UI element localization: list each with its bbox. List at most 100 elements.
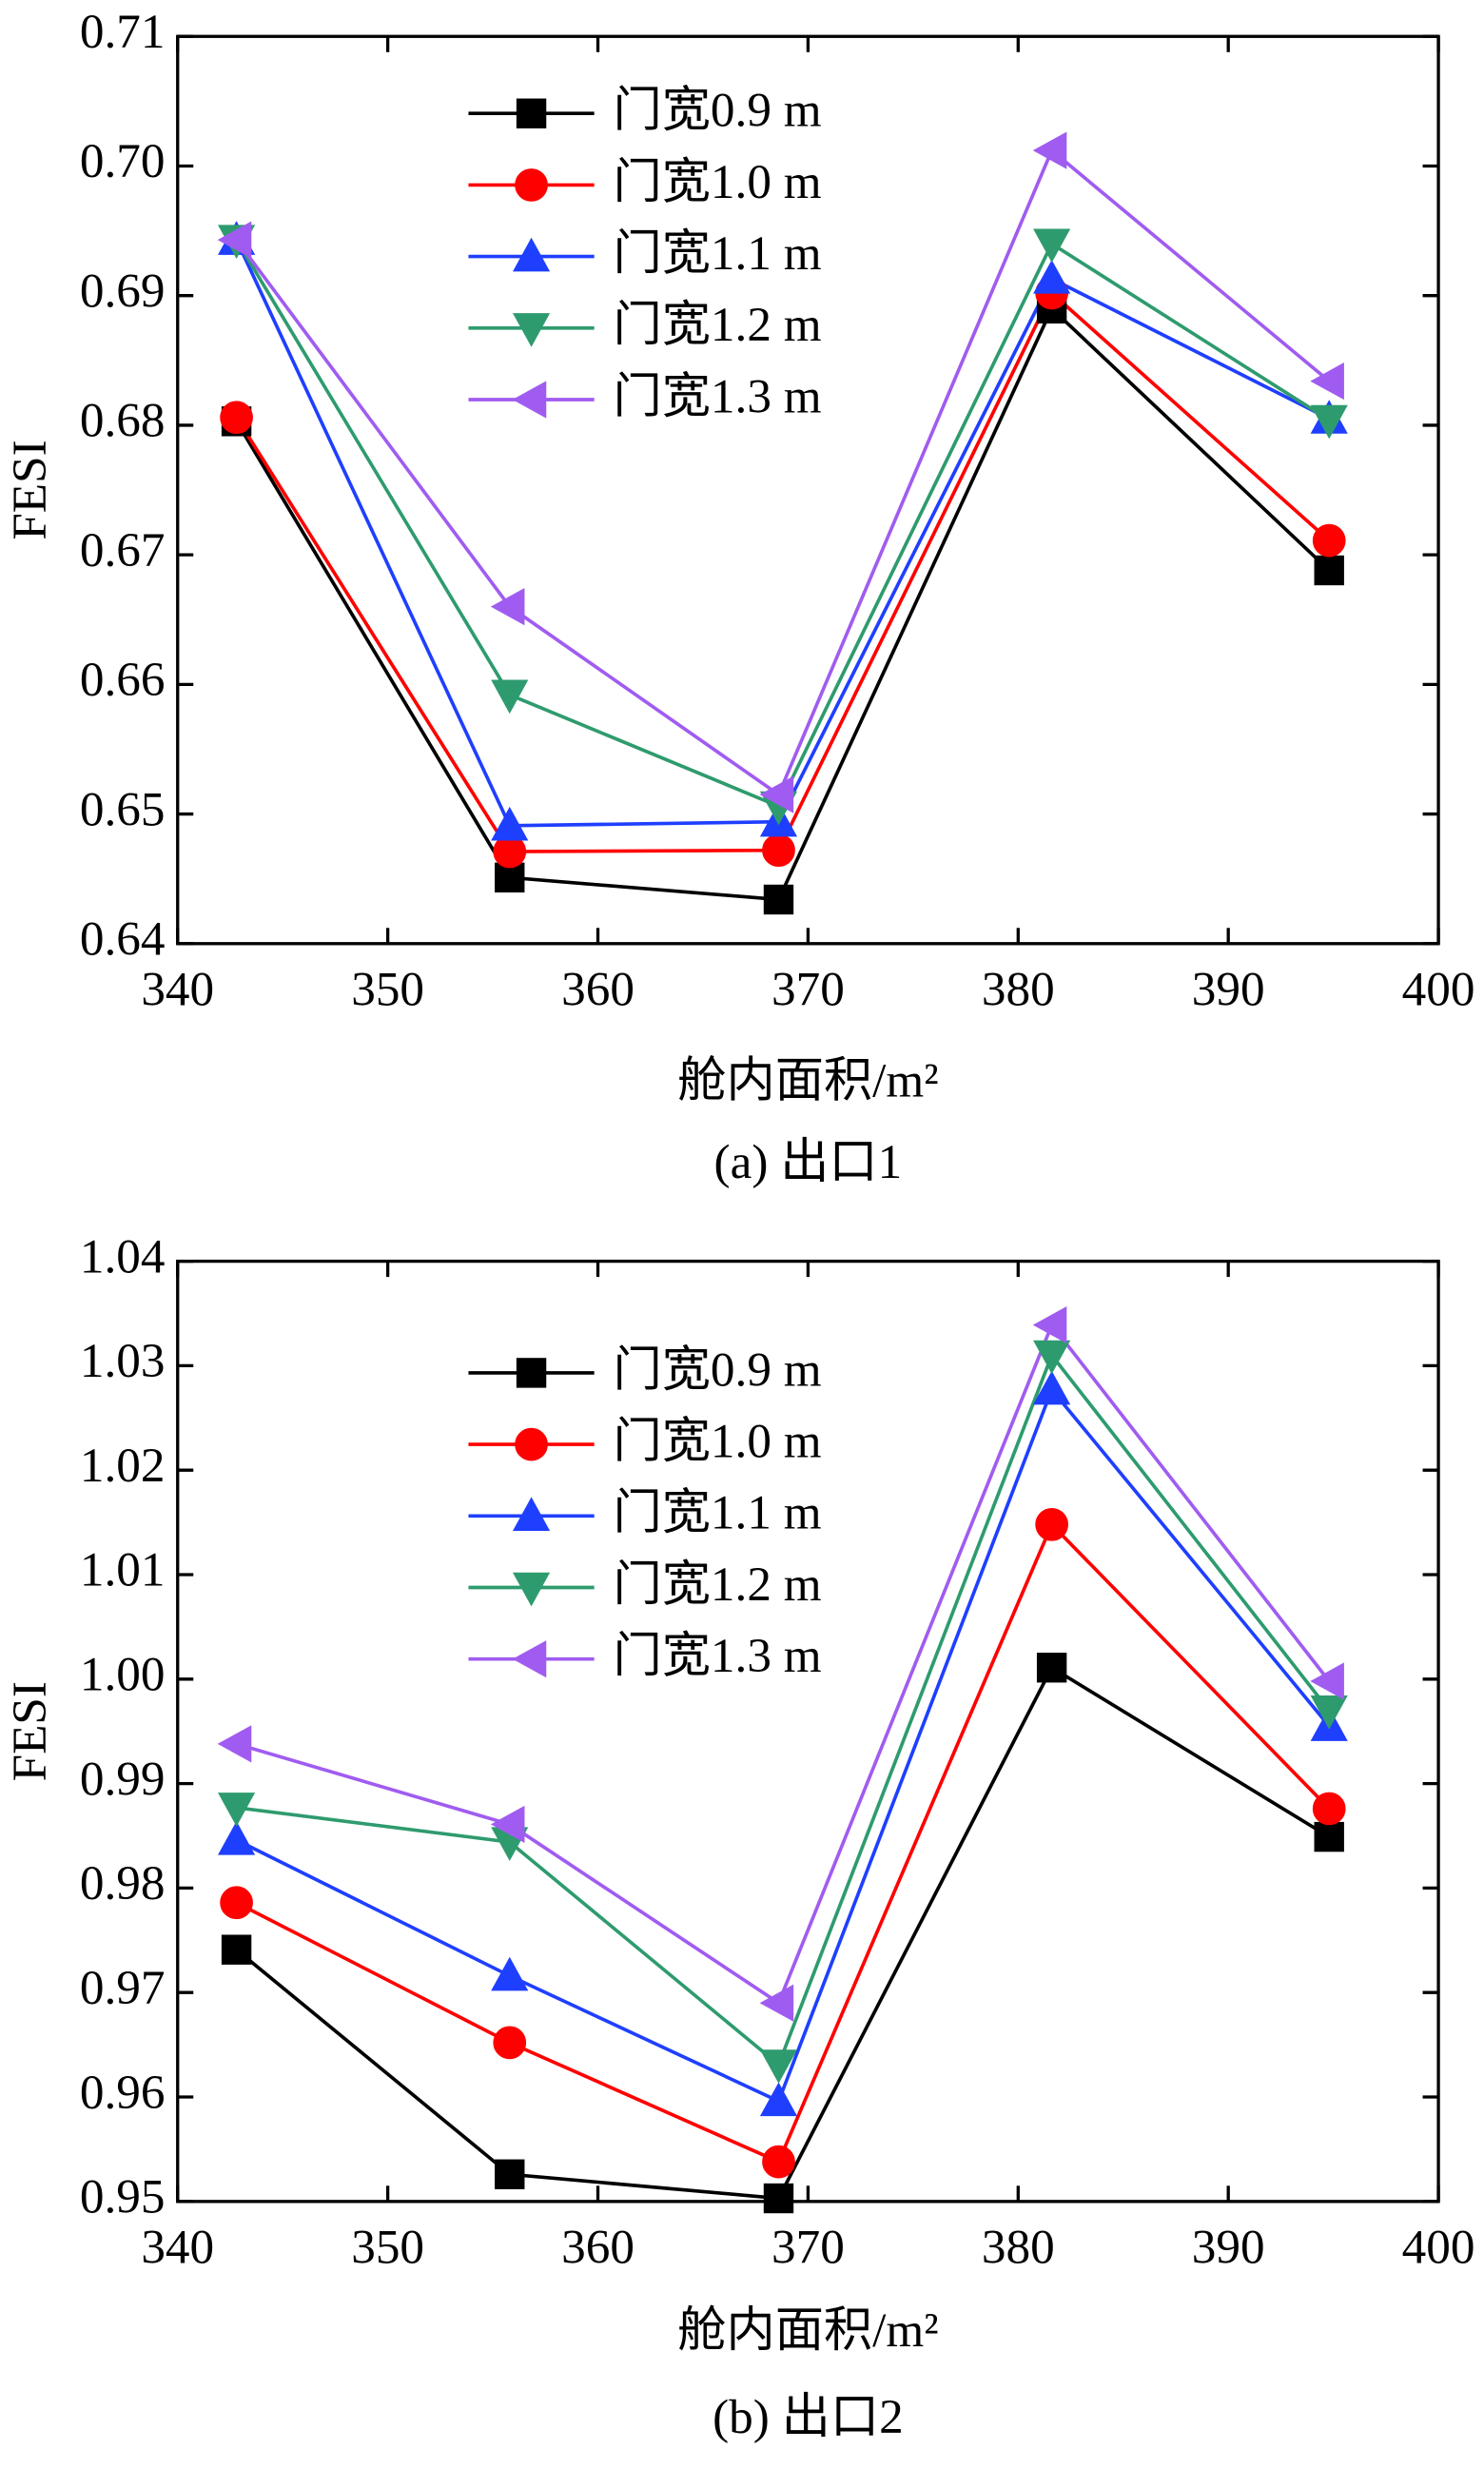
x-tick-label: 390: [1192, 962, 1265, 1016]
y-tick-label: 1.04: [80, 1229, 166, 1283]
marker: [762, 2145, 795, 2179]
chart-title: (a) 出口1: [714, 1135, 903, 1189]
marker: [1312, 523, 1346, 558]
x-axis-label: 舱内面积/m²: [677, 1053, 938, 1107]
plot-frame: [176, 1259, 1440, 2204]
y-tick-label: 0.95: [80, 2170, 166, 2224]
x-tick-label: 350: [351, 962, 424, 1016]
legend-label: 门宽1.0 m: [613, 1415, 821, 1469]
marker: [759, 2082, 798, 2117]
y-tick-label: 1.03: [80, 1334, 166, 1388]
y-tick-label: 0.68: [80, 394, 166, 448]
marker: [1310, 363, 1344, 401]
marker: [217, 221, 252, 259]
legend-label: 门宽1.1 m: [613, 1486, 821, 1540]
legend-marker: [516, 98, 547, 128]
y-tick-label: 0.69: [80, 264, 166, 318]
marker: [491, 1956, 529, 1991]
legend-label: 门宽1.1 m: [613, 226, 821, 281]
marker: [1310, 1695, 1348, 1730]
y-tick-label: 1.02: [80, 1439, 166, 1493]
marker: [220, 1886, 253, 1920]
legend-marker: [512, 237, 551, 272]
marker: [218, 1793, 256, 1827]
x-tick-label: 370: [771, 962, 845, 1016]
marker: [759, 1984, 794, 2022]
marker: [763, 884, 794, 915]
marker: [1035, 1507, 1068, 1541]
x-tick-label: 380: [982, 962, 1055, 1016]
y-tick-label: 1.01: [80, 1543, 166, 1597]
legend-marker: [516, 1358, 547, 1388]
marker: [1310, 404, 1348, 440]
y-tick-label: 1.00: [80, 1648, 166, 1702]
legend-label: 门宽1.3 m: [613, 369, 821, 423]
marker: [1032, 131, 1067, 169]
marker: [1312, 1792, 1346, 1826]
legend-label: 门宽1.2 m: [613, 1558, 821, 1612]
marker: [495, 2159, 525, 2189]
marker: [1036, 1653, 1067, 1683]
marker: [1033, 1370, 1071, 1405]
x-tick-label: 400: [1402, 2220, 1475, 2274]
x-axis-label: 舱内面积/m²: [677, 2303, 938, 2358]
marker: [490, 588, 525, 626]
marker: [218, 1821, 256, 1855]
x-tick-label: 340: [141, 962, 214, 1016]
marker: [1310, 1662, 1344, 1700]
y-tick-label: 0.99: [80, 1752, 166, 1806]
y-tick-label: 0.98: [80, 1856, 166, 1911]
y-axis-label: FESI: [3, 440, 57, 539]
chart-title: (b) 出口2: [713, 2390, 904, 2444]
marker: [1033, 228, 1071, 264]
legend-marker: [512, 1640, 547, 1678]
legend-label: 门宽0.9 m: [613, 1342, 821, 1397]
x-tick-label: 350: [351, 2220, 424, 2274]
x-tick-label: 390: [1192, 2220, 1265, 2274]
x-tick-label: 400: [1402, 962, 1475, 1016]
y-tick-label: 0.66: [80, 653, 166, 707]
marker: [759, 2049, 798, 2084]
y-tick-label: 0.97: [80, 1961, 166, 2015]
y-tick-label: 0.96: [80, 2066, 166, 2120]
x-tick-label: 370: [771, 2220, 845, 2274]
marker: [493, 2026, 527, 2060]
y-tick-label: 0.67: [80, 523, 166, 578]
legend-marker: [512, 381, 547, 419]
marker: [217, 1725, 252, 1763]
y-axis-label: FESI: [3, 1681, 57, 1781]
marker: [220, 401, 253, 435]
marker: [1033, 1340, 1071, 1375]
marker: [490, 1805, 525, 1844]
marker: [491, 679, 529, 715]
marker: [763, 2183, 794, 2214]
legend-label: 门宽0.9 m: [613, 84, 821, 138]
marker: [491, 806, 529, 841]
marker: [762, 833, 795, 868]
y-tick-label: 0.64: [80, 912, 166, 967]
marker: [1314, 1821, 1344, 1852]
legend-label: 门宽1.2 m: [613, 298, 821, 352]
legend-marker: [512, 313, 551, 347]
x-tick-label: 340: [141, 2220, 214, 2274]
chart: 340 350 360 370 380 390 400 0.64 0.65 0.66 0.67 0.6…: [3, 5, 1474, 1189]
legend-marker: [512, 1572, 551, 1607]
legend-label: 门宽1.3 m: [613, 1629, 821, 1683]
legend-marker: [515, 1427, 548, 1461]
y-tick-label: 0.65: [80, 782, 166, 836]
x-tick-label: 360: [561, 2220, 635, 2274]
x-tick-label: 360: [561, 962, 635, 1016]
series-line: [235, 1665, 1331, 2201]
legend-marker: [515, 168, 548, 202]
x-tick-label: 380: [982, 2220, 1055, 2274]
legend-label: 门宽1.0 m: [613, 155, 821, 209]
legend-marker: [512, 1497, 551, 1532]
chart: 340 350 360 370 380 390 400 0.95 0.96 0.97 0.98 0.9…: [3, 1229, 1474, 2444]
marker: [1033, 260, 1071, 294]
marker: [1314, 555, 1344, 586]
marker: [221, 1934, 252, 1965]
marker: [759, 775, 794, 813]
marker: [1032, 1305, 1067, 1344]
